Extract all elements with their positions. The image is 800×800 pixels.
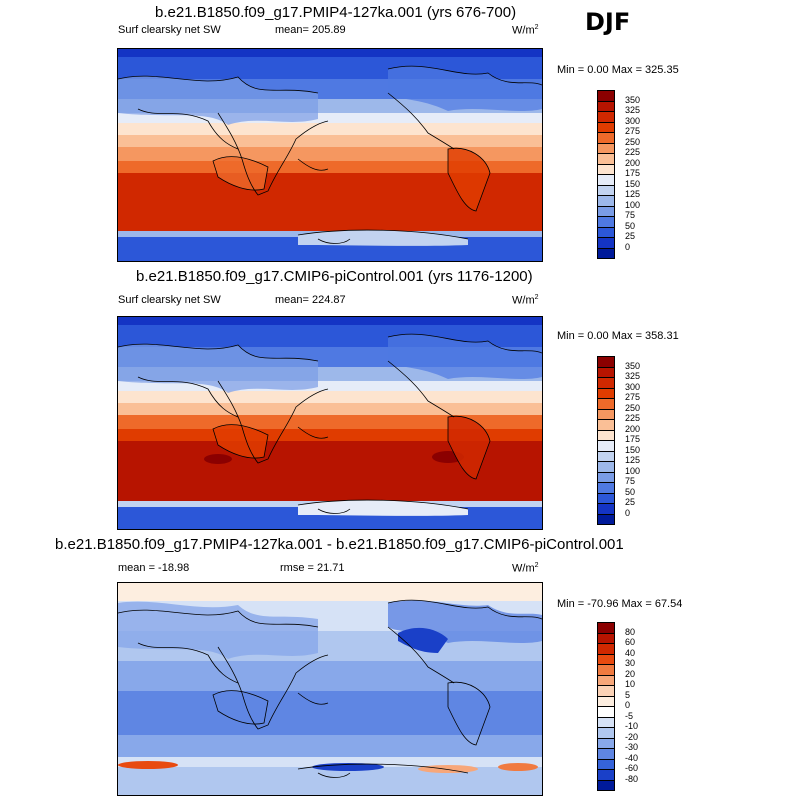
panel-2-map	[117, 316, 543, 530]
panel-1-colorbar-label: 225	[625, 147, 641, 157]
panel-3-colorbar: 80 60 40 30 20 10 5 0 -5 -10 -20 -30 -40 -60 -80	[597, 622, 657, 791]
panel-1-colorbar-label: 150	[625, 178, 641, 189]
panel-2-colorbar-label: 125	[625, 455, 641, 465]
panel-3-mean: mean = -18.98	[118, 562, 190, 574]
panel-2-colorbar-label: 75	[625, 476, 636, 486]
panel-3-colorbar-label: -10	[625, 721, 639, 731]
panel-1-colorbar-swatch	[597, 247, 615, 259]
panel-1-colorbar-label: 75	[625, 210, 636, 220]
panel-2-colorbar-label: 175	[625, 434, 641, 444]
panel-3-minmax: Min = -70.96 Max = 67.54	[557, 598, 683, 610]
panel-1-colorbar-label: 350	[625, 94, 641, 105]
panel-3-colorbar-label: -5	[625, 710, 634, 721]
panel-3-title: b.e21.B1850.f09_g17.PMIP4-127ka.001 - b.…	[55, 536, 624, 553]
panel-3-colorbar-label: -60	[625, 763, 639, 773]
panel-1-map	[117, 48, 543, 262]
panel-2-colorbar-label: 200	[625, 423, 641, 434]
panel-1-colorbar-label: 300	[625, 115, 641, 126]
panel-3-map-field	[117, 583, 543, 795]
panel-2-colorbar-label: 250	[625, 402, 641, 413]
panel-1-variable-label: Surf clearsky net SW	[118, 24, 221, 36]
panel-1-colorbar-label: 125	[625, 189, 641, 199]
panel-2-colorbar-label: 225	[625, 413, 641, 423]
panel-1-colorbar-label: 200	[625, 157, 641, 168]
panel-3-colorbar-label: 80	[625, 626, 636, 637]
panel-2-colorbar-label: 0	[625, 507, 631, 518]
panel-1-colorbar: 350 325 300 275 250 225 200 175 150 125 100 75 50 25 0	[597, 90, 657, 259]
panel-2-colorbar-swatch	[597, 513, 615, 525]
panel-3-colorbar-label: 0	[625, 700, 631, 710]
panel-1-mean: mean= 205.89	[275, 24, 346, 36]
panel-2-colorbar-label: 350	[625, 360, 641, 371]
panel-2-colorbar-label: 50	[625, 486, 636, 497]
panel-3-rmse: rmse = 21.71	[280, 562, 345, 574]
panel-3-colorbar-label: -20	[625, 731, 639, 742]
panel-3-colorbar-label: 30	[625, 658, 636, 668]
panel-1-title: b.e21.B1850.f09_g17.PMIP4-127ka.001 (yrs…	[155, 4, 517, 21]
panel-1-colorbar-label: 175	[625, 168, 641, 178]
panel-1-colorbar-label: 275	[625, 126, 641, 136]
panel-3-colorbar-label: -30	[625, 742, 639, 752]
panel-1-colorbar-label: 250	[625, 136, 641, 147]
panel-1-minmax: Min = 0.00 Max = 325.35	[557, 64, 679, 76]
panel-1-units: W/m2	[512, 24, 539, 37]
panel-1-map-field	[117, 49, 543, 261]
panel-3-colorbar-swatch	[597, 779, 615, 791]
panel-2-title: b.e21.B1850.f09_g17.CMIP6-piControl.001 …	[136, 268, 533, 285]
panel-3-map	[117, 582, 543, 796]
panel-2-colorbar-label: 25	[625, 497, 636, 507]
season-label: DJF	[585, 8, 631, 36]
panel-3-colorbar-label: 60	[625, 637, 636, 647]
panel-1-colorbar-label: 100	[625, 199, 641, 210]
panel-3-colorbar-label: -80	[625, 773, 639, 784]
panel-3-colorbar-label: 20	[625, 668, 636, 679]
panel-3-colorbar-label: 40	[625, 647, 636, 658]
panel-2-colorbar-label: 150	[625, 444, 641, 455]
panel-2-minmax: Min = 0.00 Max = 358.31	[557, 330, 679, 342]
panel-2-colorbar-label: 100	[625, 465, 641, 476]
panel-1-colorbar-label: 0	[625, 241, 631, 252]
panel-2-colorbar-label: 300	[625, 381, 641, 392]
panel-1-colorbar-label: 325	[625, 105, 641, 115]
panel-3-colorbar-label: -40	[625, 752, 639, 763]
panel-2-colorbar-label: 325	[625, 371, 641, 381]
panel-2-map-field	[117, 317, 543, 529]
panel-1-colorbar-label: 25	[625, 231, 636, 241]
panel-2-mean: mean= 224.87	[275, 294, 346, 306]
panel-2-variable-label: Surf clearsky net SW	[118, 294, 221, 306]
panel-3-colorbar-label: 5	[625, 689, 631, 700]
panel-3-colorbar-label: 10	[625, 679, 636, 689]
panel-2-units: W/m2	[512, 294, 539, 307]
panel-3-units: W/m2	[512, 562, 539, 575]
panel-2-colorbar: 350 325 300 275 250 225 200 175 150 125 100 75 50 25 0	[597, 356, 657, 525]
panel-2-colorbar-label: 275	[625, 392, 641, 402]
panel-1-colorbar-label: 50	[625, 220, 636, 231]
